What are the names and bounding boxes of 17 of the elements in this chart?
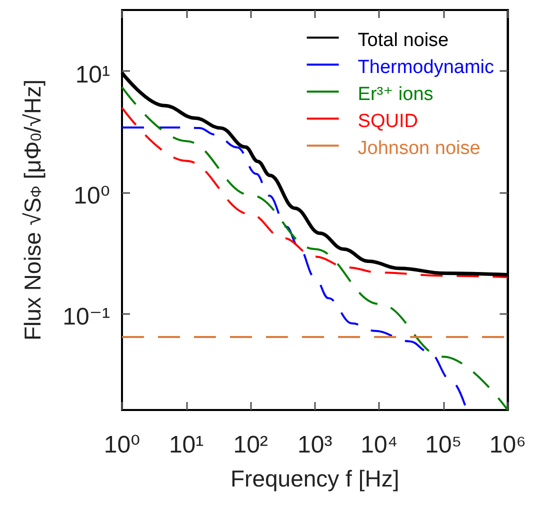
x-tick-label: 10⁰ <box>104 432 140 459</box>
legend-label: SQUID <box>358 111 418 132</box>
x-tick-label: 10² <box>233 432 268 459</box>
y-tick-label: 10¹ <box>75 61 110 88</box>
y-tick-label: 10⁰ <box>74 182 110 210</box>
x-tick-label: 10⁶ <box>489 432 526 459</box>
y-tick-label: 10⁻¹ <box>62 304 110 331</box>
x-tick-label: 10³ <box>298 432 332 459</box>
legend-label: Johnson noise <box>358 138 480 159</box>
x-tick-label: 10⁴ <box>360 432 398 459</box>
legend-label: Er³⁺ ions <box>358 84 434 105</box>
legend-label: Thermodynamic <box>358 57 494 78</box>
x-tick-label: 10¹ <box>168 432 204 459</box>
x-axis-title: Frequency f [Hz] <box>230 465 400 492</box>
x-tick-label: 10⁵ <box>425 432 462 459</box>
legend-label: Total noise <box>358 30 449 51</box>
y-axis-title: Flux Noise √SΦ [μΦ0/√Hz] <box>20 79 46 341</box>
